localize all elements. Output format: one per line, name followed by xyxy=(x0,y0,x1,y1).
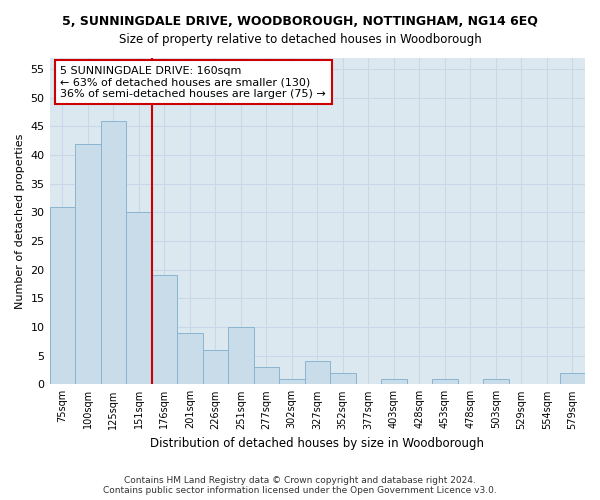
Text: Contains HM Land Registry data © Crown copyright and database right 2024.
Contai: Contains HM Land Registry data © Crown c… xyxy=(103,476,497,495)
Bar xyxy=(228,327,254,384)
Bar xyxy=(254,367,279,384)
Bar xyxy=(381,378,407,384)
Bar xyxy=(101,120,126,384)
Text: 5 SUNNINGDALE DRIVE: 160sqm
← 63% of detached houses are smaller (130)
36% of se: 5 SUNNINGDALE DRIVE: 160sqm ← 63% of det… xyxy=(60,66,326,99)
Bar xyxy=(50,206,75,384)
Bar xyxy=(152,276,177,384)
Y-axis label: Number of detached properties: Number of detached properties xyxy=(15,133,25,308)
Text: Size of property relative to detached houses in Woodborough: Size of property relative to detached ho… xyxy=(119,32,481,46)
Bar xyxy=(432,378,458,384)
X-axis label: Distribution of detached houses by size in Woodborough: Distribution of detached houses by size … xyxy=(150,437,484,450)
Bar xyxy=(305,362,330,384)
Text: 5, SUNNINGDALE DRIVE, WOODBOROUGH, NOTTINGHAM, NG14 6EQ: 5, SUNNINGDALE DRIVE, WOODBOROUGH, NOTTI… xyxy=(62,15,538,28)
Bar xyxy=(126,212,152,384)
Bar xyxy=(560,373,585,384)
Bar xyxy=(279,378,305,384)
Bar xyxy=(177,332,203,384)
Bar xyxy=(330,373,356,384)
Bar xyxy=(203,350,228,384)
Bar xyxy=(483,378,509,384)
Bar xyxy=(75,144,101,384)
